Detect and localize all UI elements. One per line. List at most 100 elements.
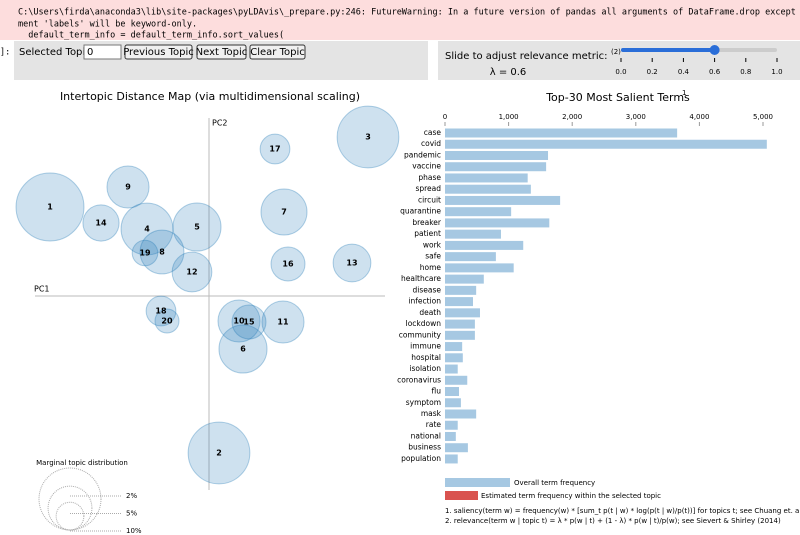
term-label[interactable]: safe	[425, 252, 441, 261]
term-label[interactable]: pandemic	[404, 150, 441, 159]
term-label[interactable]: healthcare	[401, 274, 441, 283]
topic-bubble[interactable]	[332, 243, 372, 283]
term-bar[interactable]	[445, 184, 531, 194]
term-label[interactable]: death	[419, 308, 441, 317]
term-label[interactable]: home	[420, 263, 442, 272]
term-label[interactable]: work	[423, 240, 442, 249]
slider-knob[interactable]	[709, 45, 720, 55]
topic-label: 8	[159, 248, 165, 257]
topic-bubble[interactable]	[106, 165, 150, 209]
term-label[interactable]: patient	[414, 229, 441, 238]
term-bar[interactable]	[445, 252, 496, 262]
term-bar[interactable]	[445, 443, 468, 453]
topic-bubble[interactable]	[259, 133, 291, 165]
topic-bubble[interactable]	[261, 300, 305, 344]
term-bar[interactable]	[445, 342, 463, 352]
term-bar[interactable]	[445, 229, 501, 239]
term-label[interactable]: isolation	[409, 364, 441, 373]
warning-line: ment 'labels' will be keyword-only.	[18, 20, 197, 30]
topic-bubble[interactable]	[15, 172, 85, 242]
slider-fill[interactable]	[621, 48, 715, 52]
topic-bubble[interactable]	[218, 324, 268, 374]
topic-input[interactable]	[83, 44, 122, 60]
term-bar[interactable]	[445, 308, 480, 318]
topic-bubble[interactable]	[154, 308, 180, 334]
size-legend-circle	[47, 485, 93, 531]
topic-bubble[interactable]	[217, 299, 261, 343]
term-bar[interactable]	[445, 207, 512, 217]
topic-bubble[interactable]	[145, 295, 177, 327]
topic-bubble[interactable]	[270, 246, 306, 282]
term-bar[interactable]	[445, 128, 678, 138]
button-label[interactable]: Previous Topic	[123, 47, 194, 58]
size-legend-circle	[38, 467, 102, 531]
term-bar[interactable]	[445, 375, 468, 385]
term-bar[interactable]	[445, 387, 459, 397]
term-bar[interactable]	[445, 431, 456, 441]
slider-superscript: (2)	[611, 48, 621, 56]
term-label[interactable]: flu	[432, 387, 442, 396]
term-label[interactable]: breaker	[412, 218, 442, 227]
term-bar[interactable]	[445, 263, 514, 273]
term-bar[interactable]	[445, 195, 561, 205]
term-label[interactable]: covid	[421, 139, 441, 148]
footnote: 2. relevance(term w | topic t) = λ * p(w…	[445, 517, 781, 525]
term-label[interactable]: business	[408, 443, 441, 452]
term-label[interactable]: circuit	[418, 195, 441, 204]
button[interactable]	[196, 44, 247, 60]
term-bar[interactable]	[445, 139, 767, 149]
term-label[interactable]: rate	[426, 420, 442, 429]
button-label[interactable]: Clear Topic	[250, 47, 304, 58]
topic-bubble[interactable]	[187, 421, 251, 485]
topic-bubble[interactable]	[120, 202, 174, 256]
topic-input-value[interactable]: 0	[87, 47, 93, 58]
warning-line: default_term_info = default_term_info.so…	[18, 31, 284, 41]
term-bar[interactable]	[445, 218, 550, 228]
term-bar[interactable]	[445, 454, 458, 464]
term-bar[interactable]	[445, 285, 477, 295]
term-bar[interactable]	[445, 319, 475, 329]
topic-bubble[interactable]	[82, 204, 120, 242]
term-label[interactable]: symptom	[406, 398, 441, 407]
term-bar[interactable]	[445, 173, 528, 183]
term-bar[interactable]	[445, 409, 477, 419]
term-bar[interactable]	[445, 297, 473, 307]
term-label[interactable]: vaccine	[412, 162, 441, 171]
topic-bubble[interactable]	[139, 229, 185, 275]
topic-bubble[interactable]	[260, 188, 308, 236]
term-label[interactable]: disease	[413, 285, 442, 294]
term-bar[interactable]	[445, 364, 458, 374]
term-label[interactable]: population	[401, 454, 441, 463]
term-label[interactable]: hospital	[411, 353, 441, 362]
term-bar[interactable]	[445, 330, 475, 340]
topic-bubble[interactable]	[172, 202, 222, 252]
term-label[interactable]: community	[399, 330, 442, 339]
term-bar[interactable]	[445, 274, 484, 284]
term-label[interactable]: spread	[415, 184, 441, 193]
term-label[interactable]: quarantine	[400, 207, 441, 216]
button-label[interactable]: Next Topic	[196, 47, 248, 58]
term-label[interactable]: national	[411, 431, 441, 440]
topic-bubble[interactable]	[231, 304, 267, 340]
button[interactable]	[124, 44, 193, 60]
topic-bubble[interactable]	[336, 105, 400, 169]
term-bar[interactable]	[445, 420, 458, 430]
button[interactable]	[249, 44, 306, 60]
term-bar[interactable]	[445, 240, 524, 250]
term-bar[interactable]	[445, 398, 461, 408]
term-label[interactable]: coronavirus	[397, 375, 441, 384]
term-label[interactable]: infection	[408, 297, 441, 306]
slider-tick-label: 0.4	[678, 68, 690, 76]
topic-bubble[interactable]	[171, 251, 213, 293]
term-label[interactable]: mask	[421, 409, 442, 418]
topic-bubble[interactable]	[131, 239, 159, 267]
term-label[interactable]: immune	[410, 342, 441, 351]
term-bar[interactable]	[445, 150, 549, 160]
term-label[interactable]: case	[424, 128, 442, 137]
term-bar[interactable]	[445, 353, 463, 363]
term-label[interactable]: lockdown	[406, 319, 442, 328]
selected-topic-label: Selected Topic:	[19, 47, 94, 58]
term-label[interactable]: phase	[418, 173, 441, 182]
x-axis-label: PC1	[34, 285, 50, 294]
term-bar[interactable]	[445, 162, 547, 172]
